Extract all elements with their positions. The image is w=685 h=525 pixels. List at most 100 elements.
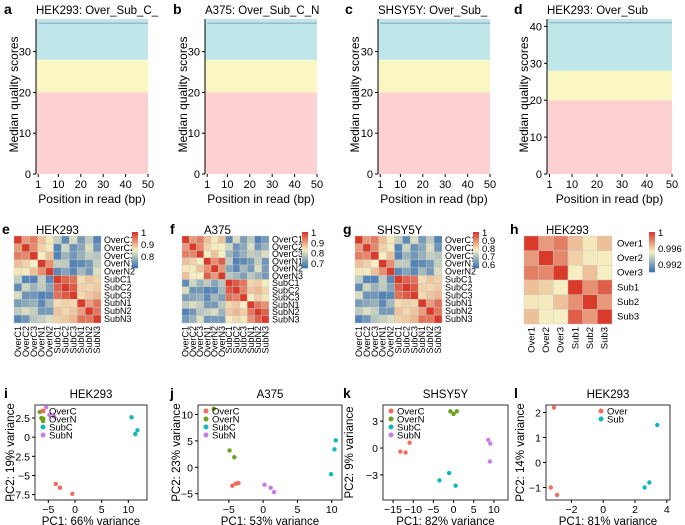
y-tick-label: 3 — [372, 416, 378, 428]
x-tick-label: 10 — [326, 504, 338, 516]
legend-color-step — [649, 252, 655, 254]
legend-color-step — [302, 257, 308, 260]
row-label: Over1 — [617, 238, 643, 249]
heatmap-cell — [418, 235, 427, 245]
heatmap-cell — [225, 257, 233, 266]
heatmap-cell — [378, 283, 387, 292]
row-label: SubC1 — [104, 275, 132, 285]
col-label: SubC1 — [53, 326, 63, 354]
heatmap-cell — [370, 267, 379, 276]
heatmap-cell — [239, 235, 248, 244]
x-tick-label: 40 — [641, 179, 653, 191]
heatmap-cell — [582, 265, 598, 281]
heatmap-cell — [77, 251, 86, 260]
heatmap-cell — [418, 243, 427, 253]
heatmap-cell — [261, 235, 270, 244]
pca-point-subc — [446, 470, 452, 476]
heatmap-cell — [37, 267, 46, 276]
row-label: SubN3 — [104, 314, 132, 324]
col-label: OverC3 — [29, 326, 39, 357]
heatmap-cell — [425, 243, 435, 253]
x-tick-label: 50 — [142, 179, 154, 191]
row-label: SubC2 — [104, 282, 132, 292]
heatmap-cell — [225, 301, 233, 309]
heatmap-cell — [210, 250, 219, 258]
heatmap-cell — [29, 243, 38, 253]
heatmap-cell — [254, 301, 262, 309]
legend-label: OverC — [212, 407, 240, 418]
heatmap-cell — [425, 306, 435, 316]
heatmap-cell — [45, 314, 54, 324]
heatmap-cell — [203, 293, 212, 302]
x-tick-label: 20 — [591, 179, 603, 191]
x-tick-label: −5 — [42, 504, 54, 516]
x-tick-label: 5 — [99, 504, 105, 516]
col-label: SubN2 — [253, 326, 263, 354]
heatmap-cell — [402, 275, 411, 284]
legend-color-step — [473, 236, 479, 239]
heatmap-cell — [92, 291, 102, 300]
col-label: SubC3 — [68, 326, 78, 354]
heatmap-cell — [425, 314, 435, 324]
x-axis-label: Position in read (bp) — [207, 192, 314, 206]
heatmap-cell — [386, 314, 395, 324]
legend-color-step — [302, 238, 308, 240]
heatmap-cell — [61, 259, 70, 268]
legend-color-step — [473, 238, 479, 240]
row-label: OverN3 — [272, 271, 303, 281]
quality-band-mid — [547, 70, 672, 101]
row-label: SubN2 — [445, 306, 473, 316]
x-axis-label: Position in read (bp) — [38, 192, 145, 206]
legend-color-step — [132, 238, 138, 240]
col-label: SubC2 — [60, 326, 70, 354]
heatmap-cell — [84, 283, 94, 292]
legend-label: SubN — [397, 431, 421, 442]
heatmap-cell — [433, 299, 443, 308]
heatmap-cell — [181, 235, 190, 244]
heatmap-cell — [92, 235, 102, 245]
panel-title: HEK293 — [546, 225, 589, 237]
heatmap-cell — [77, 267, 86, 276]
legend-color-step — [473, 232, 479, 234]
panel-letter: k — [343, 385, 351, 401]
heatmap-cell — [394, 243, 403, 253]
heatmap-cell — [378, 259, 387, 268]
x-tick-label: 0 — [72, 504, 78, 516]
panel-letter: j — [169, 385, 174, 401]
heatmap-cell — [218, 293, 226, 302]
heatmap-cell — [53, 283, 62, 292]
row-label: OverC3 — [272, 249, 303, 259]
heatmap-cell — [84, 275, 94, 284]
heatmap-cell — [21, 251, 31, 260]
x-tick-label: 40 — [288, 179, 300, 191]
heatmap-cell — [523, 250, 539, 266]
heatmap-cell — [29, 299, 38, 308]
heatmap-cell — [77, 306, 86, 316]
heatmap-cell — [370, 275, 379, 284]
legend-color-step — [473, 263, 479, 266]
heatmap-cell — [261, 250, 270, 258]
panel-letter: c — [345, 1, 353, 17]
heatmap-cell — [77, 235, 86, 245]
x-axis-label: PC1: 81% variance — [559, 516, 657, 525]
heatmap-cell — [538, 279, 554, 295]
heatmap-cell — [69, 314, 78, 324]
heatmap-cell — [61, 314, 70, 324]
heatmap-cell — [410, 291, 419, 300]
legend-color-step — [132, 263, 138, 266]
heatmap-cell — [21, 275, 31, 284]
legend-tick-label: 0.8 — [311, 249, 324, 260]
heatmap-cell — [394, 314, 403, 324]
heatmap-cell — [37, 243, 46, 253]
legend-tick-label: 1 — [482, 228, 487, 239]
heatmap-cell — [394, 275, 403, 284]
x-tick-label: 20 — [244, 179, 256, 191]
heatmap-cell — [247, 301, 255, 309]
y-tick-label: −7.5 — [9, 490, 30, 502]
pca-point-subn — [488, 441, 493, 446]
x-axis-label: PC1: 82% variance — [396, 516, 494, 525]
col-label: OverC3 — [370, 326, 380, 357]
legend-color-step — [132, 239, 138, 242]
legend-label: SubN — [212, 431, 236, 442]
legend-color-step — [473, 254, 479, 257]
